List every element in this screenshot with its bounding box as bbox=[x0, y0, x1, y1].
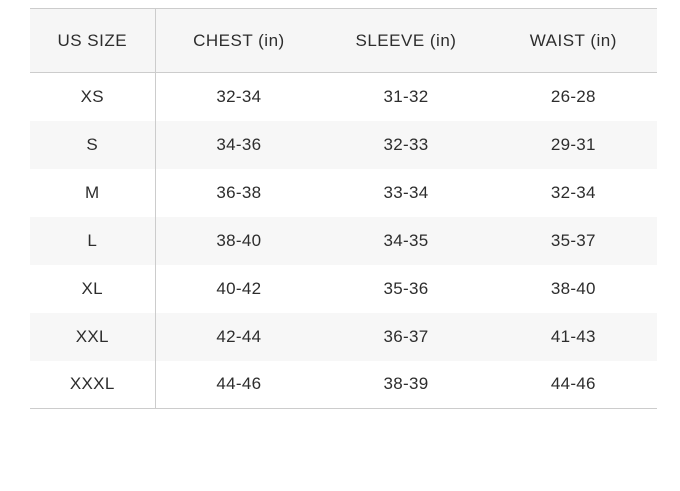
size-cell: XL bbox=[30, 264, 156, 313]
header-row: US SIZE CHEST (in) SLEEVE (in) WAIST (in… bbox=[30, 8, 657, 73]
size-cell: M bbox=[30, 168, 156, 217]
chest-cell: 38-40 bbox=[155, 216, 323, 265]
table-row-s: S 34-36 32-33 29-31 bbox=[30, 120, 657, 169]
size-cell: XS bbox=[30, 72, 156, 121]
table-row-xxl: XXL 42-44 36-37 41-43 bbox=[30, 312, 657, 361]
sleeve-cell: 32-33 bbox=[322, 120, 490, 169]
chest-cell: 42-44 bbox=[155, 312, 323, 361]
size-chart-table: US SIZE CHEST (in) SLEEVE (in) WAIST (in… bbox=[30, 8, 657, 409]
sleeve-cell: 36-37 bbox=[322, 312, 490, 361]
chest-cell: 44-46 bbox=[155, 360, 323, 409]
size-cell: L bbox=[30, 216, 156, 265]
waist-cell: 44-46 bbox=[489, 360, 657, 409]
table-row-m: M 36-38 33-34 32-34 bbox=[30, 168, 657, 217]
size-chart-body: XS 32-34 31-32 26-28 S 34-36 32-33 29-31… bbox=[30, 72, 657, 409]
column-header-waist: WAIST (in) bbox=[489, 8, 657, 73]
waist-cell: 35-37 bbox=[489, 216, 657, 265]
chest-cell: 34-36 bbox=[155, 120, 323, 169]
waist-cell: 32-34 bbox=[550, 182, 596, 202]
waist-cell: 29-31 bbox=[489, 120, 657, 169]
column-header-sleeve: SLEEVE (in) bbox=[322, 8, 490, 73]
sleeve-cell: 33-34 bbox=[383, 182, 429, 202]
chest-cell: 40-42 bbox=[216, 278, 262, 298]
column-header-chest: CHEST (in) bbox=[155, 8, 323, 73]
sleeve-cell: 35-36 bbox=[383, 278, 429, 298]
table-row-xxxl: XXXL 44-46 38-39 44-46 bbox=[30, 360, 657, 409]
table-row-xl: XL 40-42 35-36 38-40 bbox=[30, 264, 657, 313]
sleeve-cell: 34-35 bbox=[322, 216, 490, 265]
chest-cell: 32-34 bbox=[216, 86, 262, 106]
waist-cell: 38-40 bbox=[550, 278, 596, 298]
table-row-xs: XS 32-34 31-32 26-28 bbox=[30, 72, 657, 121]
size-chart-header: US SIZE CHEST (in) SLEEVE (in) WAIST (in… bbox=[30, 8, 657, 73]
size-cell: XXL bbox=[30, 312, 156, 361]
size-cell: S bbox=[30, 120, 156, 169]
sleeve-cell: 38-39 bbox=[322, 360, 490, 409]
sleeve-cell: 31-32 bbox=[383, 86, 429, 106]
column-header-us-size: US SIZE bbox=[30, 8, 156, 73]
waist-cell: 41-43 bbox=[489, 312, 657, 361]
chest-cell: 36-38 bbox=[216, 182, 262, 202]
size-chart: US SIZE CHEST (in) SLEEVE (in) WAIST (in… bbox=[30, 8, 657, 409]
waist-cell: 26-28 bbox=[550, 86, 596, 106]
size-cell: XXXL bbox=[30, 360, 156, 409]
table-row-l: L 38-40 34-35 35-37 bbox=[30, 216, 657, 265]
